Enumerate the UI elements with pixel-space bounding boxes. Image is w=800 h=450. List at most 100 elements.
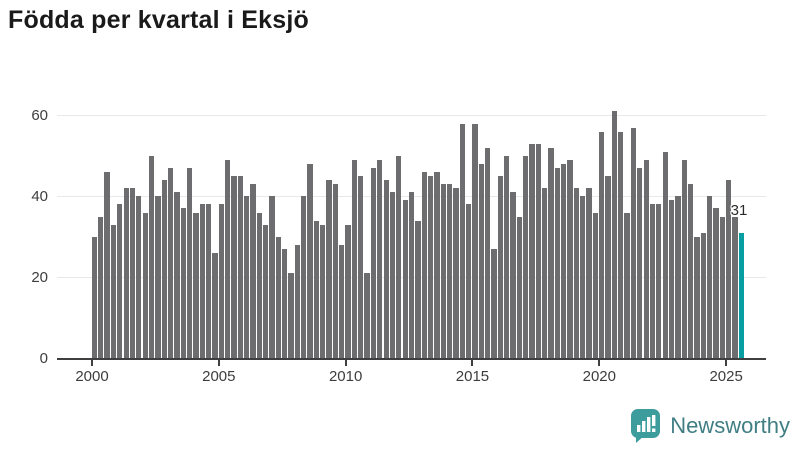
- bar: [231, 176, 237, 358]
- bar: [377, 159, 383, 358]
- y-axis-label: 60: [31, 107, 48, 124]
- bar: [732, 216, 738, 358]
- bar: [630, 127, 637, 358]
- bar: [725, 180, 732, 358]
- bar: [446, 184, 453, 358]
- bar: [364, 273, 370, 358]
- bar: [738, 232, 744, 358]
- bar: [649, 204, 656, 358]
- bar: [624, 212, 630, 358]
- bar: [307, 164, 313, 358]
- bar: [580, 196, 586, 358]
- bar: [497, 176, 503, 358]
- bar: [516, 216, 522, 358]
- bar: [586, 188, 592, 358]
- bar: [205, 204, 212, 358]
- bar: [599, 131, 605, 358]
- bar: [554, 168, 561, 358]
- x-axis-tick: [471, 360, 474, 366]
- bar: [224, 159, 231, 358]
- x-axis-tick: [344, 360, 347, 366]
- bar: [503, 155, 510, 358]
- bar: [358, 176, 364, 358]
- bar: [212, 252, 218, 358]
- bar: [656, 204, 662, 358]
- newsworthy-logo[interactable]: Newsworthy: [628, 406, 790, 446]
- bar: [301, 196, 307, 358]
- bar: [155, 196, 161, 358]
- bar: [370, 168, 377, 358]
- x-axis-label: 2000: [75, 368, 109, 385]
- bar: [542, 188, 548, 358]
- bar: [110, 224, 117, 358]
- bar: [510, 192, 516, 358]
- bar: [618, 131, 624, 358]
- bar: [491, 248, 497, 358]
- bar: [351, 159, 358, 358]
- x-axis-tick: [725, 360, 728, 366]
- bar: [719, 216, 725, 358]
- bar: [104, 172, 110, 358]
- bar: [700, 232, 706, 358]
- bar: [117, 204, 123, 358]
- bar: [592, 212, 599, 358]
- bar: [243, 196, 250, 358]
- bar: [529, 143, 535, 358]
- bar: [662, 151, 668, 358]
- bar: [611, 111, 618, 358]
- bar: [167, 168, 174, 358]
- bar: [256, 212, 262, 358]
- bar-chart-speech-bubble-icon: [631, 409, 661, 443]
- bar: [415, 220, 421, 358]
- bar: [275, 236, 281, 358]
- x-axis-label: 2025: [709, 368, 743, 385]
- bar: [288, 273, 294, 358]
- bar: [567, 159, 573, 358]
- bar: [250, 184, 256, 358]
- x-axis-label: 2020: [582, 368, 616, 385]
- bar: [535, 143, 541, 358]
- bar: [174, 192, 180, 358]
- bar: [282, 248, 288, 358]
- bar: [313, 220, 320, 358]
- bar: [339, 244, 345, 358]
- bar: [263, 224, 269, 358]
- x-axis-label: 2005: [202, 368, 236, 385]
- bar: [326, 180, 332, 358]
- bar: [434, 172, 440, 358]
- y-axis-label: 40: [31, 187, 48, 205]
- bar: [637, 168, 643, 358]
- x-axis-label: 2015: [455, 368, 490, 385]
- bar: [136, 196, 142, 358]
- bar: [478, 164, 484, 358]
- x-axis-tick: [91, 360, 93, 366]
- bar: [389, 192, 396, 358]
- bar: [713, 208, 719, 358]
- bar: [472, 123, 478, 358]
- bar: [402, 200, 408, 358]
- bar: [218, 204, 224, 358]
- chart-title: Födda per kvartal i Eksjö: [8, 6, 309, 34]
- bar: [345, 224, 351, 358]
- bar: [161, 180, 167, 358]
- bar: [408, 192, 415, 358]
- bar: [332, 184, 339, 358]
- bar: [694, 236, 700, 358]
- bar: [294, 244, 301, 358]
- bar: [453, 188, 459, 358]
- x-axis-label: 2010: [328, 368, 363, 385]
- bar: [193, 212, 199, 358]
- bar: [123, 188, 129, 358]
- bar: [548, 147, 554, 358]
- gridline: [57, 115, 766, 116]
- bar: [643, 159, 649, 358]
- bar: [142, 212, 148, 358]
- y-axis-label: 0: [39, 349, 48, 367]
- bar: [129, 188, 136, 358]
- bar: [427, 176, 434, 358]
- bar: [91, 236, 98, 358]
- bar: [180, 208, 186, 358]
- bar: [383, 180, 389, 358]
- bar: [148, 155, 155, 358]
